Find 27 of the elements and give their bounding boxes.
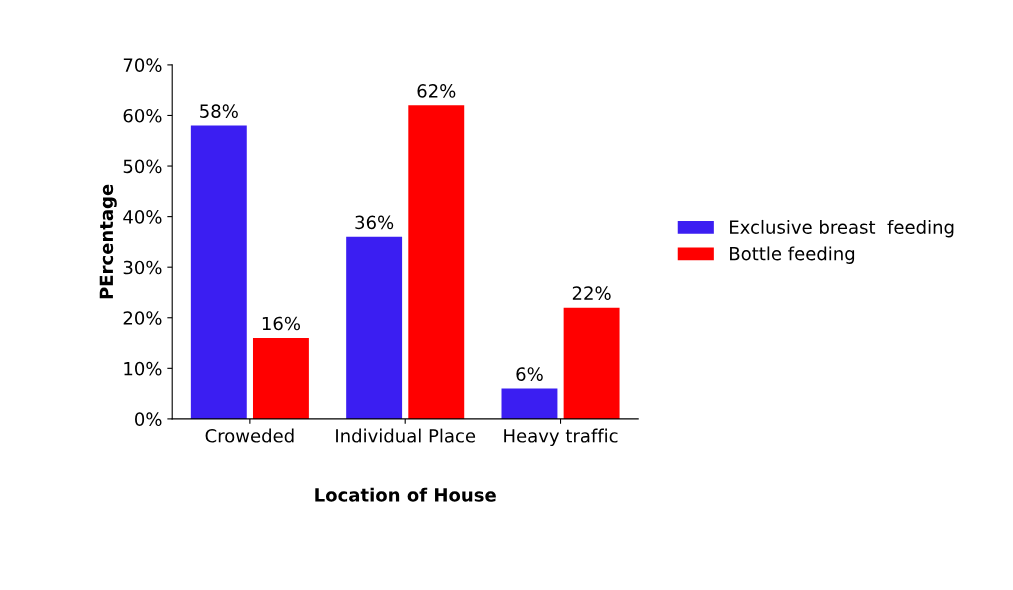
legend-label: Exclusive breast feeding (730, 219, 954, 238)
data-label: 16% (262, 316, 301, 331)
y-tick-label: 0% (135, 412, 162, 427)
bar (346, 236, 403, 419)
x-axis-title: Location of House (315, 487, 496, 502)
y-axis-title: PErcentage (99, 184, 117, 299)
x-tick-label: Individual Place (336, 428, 476, 443)
x-tick-label: Heavy traffic (504, 428, 618, 447)
bar (252, 337, 309, 419)
bar (501, 388, 558, 419)
data-label: 22% (572, 286, 611, 300)
data-label: 58% (200, 104, 238, 118)
bar (408, 105, 465, 419)
bar (190, 125, 247, 419)
x-tick-label: Croweded (205, 428, 294, 443)
y-tick-label: 70% (123, 58, 162, 73)
data-label: 6% (516, 367, 543, 381)
legend-label: Bottle feeding (730, 246, 855, 264)
y-tick-label: 50% (123, 159, 162, 174)
data-label: 36% (355, 215, 394, 230)
y-tick-label: 30% (123, 260, 162, 275)
y-tick-label: 40% (123, 210, 162, 224)
y-tick-label: 60% (123, 108, 162, 123)
y-tick-label: 10% (124, 361, 162, 376)
data-label: 62% (417, 84, 456, 98)
bar (563, 307, 620, 419)
y-tick-label: 20% (123, 311, 162, 325)
